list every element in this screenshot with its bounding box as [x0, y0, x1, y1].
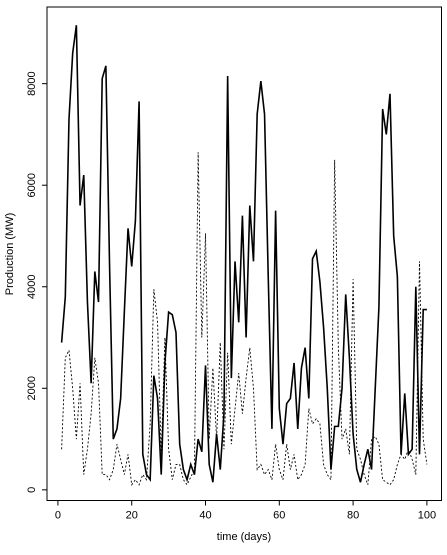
series-line — [60, 25, 427, 483]
x-tick-label: 0 — [55, 510, 61, 522]
y-tick-label: 6000 — [26, 173, 38, 197]
y-tick-label: 8000 — [26, 71, 38, 95]
x-tick-label: 60 — [273, 510, 285, 522]
series-line — [61, 152, 428, 486]
x-tick-label: 20 — [126, 510, 138, 522]
x-axis-label: time (days) — [217, 531, 271, 543]
x-tick-label: 100 — [418, 510, 436, 522]
y-axis-label: Production (MW) — [4, 213, 16, 296]
y-tick-label: 2000 — [26, 376, 38, 400]
x-tick-label: 80 — [347, 510, 359, 522]
y-tick-label: 0 — [26, 487, 38, 493]
x-tick-label: 40 — [199, 510, 211, 522]
y-tick-label: 4000 — [26, 275, 38, 299]
plot-frame — [46, 6, 442, 501]
